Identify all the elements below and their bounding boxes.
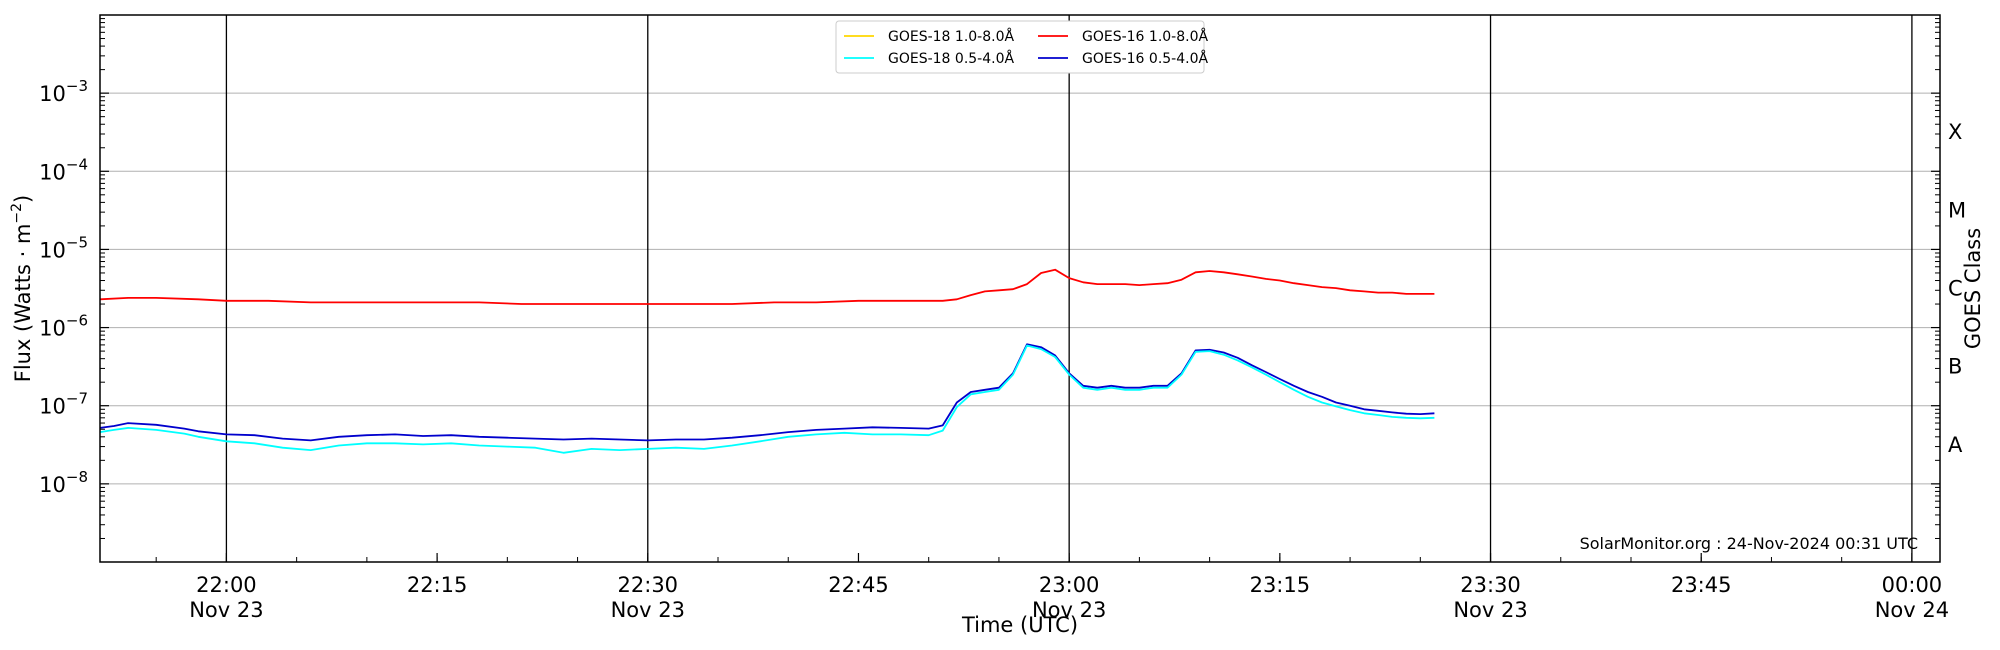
series-line xyxy=(99,268,1435,305)
right-axis-label: GOES Class xyxy=(1961,228,1985,349)
x-tick-label-time: 22:30 xyxy=(618,573,679,597)
y-tick-base: 10 xyxy=(39,317,66,341)
axis-ticks xyxy=(100,18,1940,562)
y-tick-label: 10−3 xyxy=(39,77,88,106)
x-tick-label-date: Nov 23 xyxy=(1453,598,1527,622)
y-tick-exponent: −4 xyxy=(66,155,88,173)
y-tick-label: 10−4 xyxy=(39,155,88,184)
legend: GOES-18 1.0-8.0Å GOES-18 0.5-4.0Å GOES-16 … xyxy=(835,20,1208,74)
goes-class-X: X xyxy=(1948,120,1962,144)
y-tick-exponent: −8 xyxy=(66,468,88,486)
time-marker-lines xyxy=(225,15,1913,562)
goes-class-B: B xyxy=(1948,355,1962,379)
x-tick-label-time: 23:45 xyxy=(1671,573,1732,597)
x-tick-label-time: 22:15 xyxy=(407,573,468,597)
series-line xyxy=(99,343,1435,442)
y-tick-label: 10−8 xyxy=(39,468,88,497)
x-tick-label-time: 23:15 xyxy=(1250,573,1311,597)
series-line xyxy=(99,344,1435,454)
goes-class-labels: A B C M X xyxy=(1948,120,1966,457)
series-lines xyxy=(99,268,1435,454)
x-tick-label-time: 23:00 xyxy=(1039,573,1100,597)
y-axis-label-close: ) xyxy=(11,195,35,203)
x-tick-label-date: Nov 23 xyxy=(1032,598,1106,622)
y-tick-label: 10−7 xyxy=(39,390,88,419)
x-tick-label-date: Nov 24 xyxy=(1875,598,1949,622)
legend-entry-label: GOES-16 1.0-8.0Å xyxy=(1082,28,1208,45)
goes-class-A: A xyxy=(1948,433,1963,457)
legend-entry-label: GOES-16 0.5-4.0Å xyxy=(1082,50,1208,67)
y-tick-label: 10−5 xyxy=(39,233,88,262)
legend-box xyxy=(835,20,1205,74)
x-tick-label-time: 22:45 xyxy=(828,573,889,597)
x-axis-label: Time (UTC) xyxy=(961,613,1078,637)
y-tick-exponent: −7 xyxy=(66,390,88,408)
y-tick-label: 10−6 xyxy=(39,312,88,341)
goes-class-M: M xyxy=(1948,198,1966,222)
y-axis-label-exponent: −2 xyxy=(9,203,25,224)
y-tick-base: 10 xyxy=(39,160,66,184)
x-tick-label-time: 23:30 xyxy=(1460,573,1521,597)
grid-lines xyxy=(100,92,1940,485)
source-annotation: SolarMonitor.org : 24-Nov-2024 00:31 UTC xyxy=(1580,534,1918,553)
y-tick-exponent: −5 xyxy=(66,233,88,251)
legend-entry-label: GOES-18 0.5-4.0Å xyxy=(888,50,1014,67)
x-tick-label-date: Nov 23 xyxy=(611,598,685,622)
y-tick-labels: 10−810−710−610−510−410−3 xyxy=(39,77,88,497)
y-tick-base: 10 xyxy=(39,473,66,497)
x-tick-label-time: 22:00 xyxy=(196,573,257,597)
y-axis-label-main: Flux (Watts · m xyxy=(11,224,35,383)
y-tick-base: 10 xyxy=(39,82,66,106)
x-tick-label-time: 00:00 xyxy=(1882,573,1943,597)
y-tick-exponent: −6 xyxy=(66,312,88,330)
x-tick-label-date: Nov 23 xyxy=(189,598,263,622)
y-tick-base: 10 xyxy=(39,395,66,419)
y-tick-base: 10 xyxy=(39,238,66,262)
y-tick-exponent: −3 xyxy=(66,77,88,95)
legend-entry-label: GOES-18 1.0-8.0Å xyxy=(888,28,1014,45)
plot-frame xyxy=(99,14,1941,563)
y-axis-label: Flux (Watts · m−2) xyxy=(9,195,35,383)
goes-class-C: C xyxy=(1948,277,1963,301)
